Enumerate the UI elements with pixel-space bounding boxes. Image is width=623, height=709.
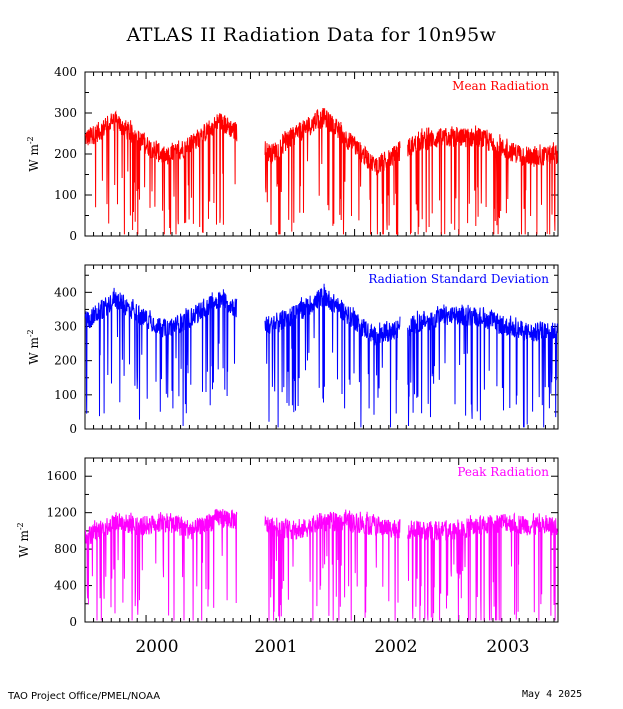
panel-sd: 0 100 200 300 400 Radiation Standard Deviati… (26, 264, 559, 436)
ylabel-mean: W m-2 (26, 136, 41, 171)
legend-sd: Radiation Standard Deviation (368, 272, 549, 286)
panel-mean-xticks (84, 72, 555, 236)
panel-peak-xticks (84, 458, 555, 622)
x-tick-label-2001: 2001 (254, 637, 297, 657)
y-tick-label: 300 (54, 106, 77, 120)
y-tick-label: 0 (69, 229, 77, 243)
series-peak-line (84, 508, 558, 621)
footer-credit: TAO Project Office/PMEL/NOAA (8, 691, 161, 702)
panel-sd-frame (84, 264, 559, 430)
ylabel-sd: W m-2 (26, 329, 41, 364)
x-tick-label-2000: 2000 (135, 637, 178, 657)
y-tick-label: 1200 (46, 506, 77, 520)
series-sd-line (84, 283, 558, 428)
ylabel-sd-exp: -2 (26, 329, 35, 337)
x-tick-label-2002: 2002 (374, 637, 417, 657)
panel-peak: 0 400 800 1200 1600 Peak Radiation W m-2 (16, 457, 559, 629)
series-mean-line (84, 107, 558, 235)
chart-title: ATLAS II Radiation Data for 10n95w (126, 24, 497, 46)
x-tick-label-2003: 2003 (486, 637, 529, 657)
legend-peak: Peak Radiation (457, 465, 549, 479)
y-tick-label: 300 (54, 320, 77, 334)
ylabel-mean-exp: -2 (26, 136, 35, 144)
footer-date: May 4 2025 (522, 689, 583, 700)
y-tick-label: 1600 (46, 469, 77, 483)
ylabel-peak-exp: -2 (16, 522, 25, 530)
y-tick-label: 400 (54, 65, 77, 79)
panel-peak-frame (84, 457, 559, 623)
y-tick-label: 800 (54, 542, 77, 556)
ylabel-sd-unit: W m (27, 337, 41, 365)
y-tick-label: 200 (54, 147, 77, 161)
ylabel-peak: W m-2 (16, 522, 31, 557)
y-tick-label: 100 (54, 388, 77, 402)
panel-mean: 0 100 200 300 400 Mean Radiation W m-2 (26, 65, 559, 243)
panel-sd-xticks (84, 265, 555, 429)
ylabel-mean-unit: W m (27, 144, 41, 172)
y-tick-label: 0 (69, 615, 77, 629)
y-tick-label: 100 (54, 188, 77, 202)
panel-peak-yticks: 0 400 800 1200 1600 (46, 457, 558, 629)
y-tick-label: 0 (69, 422, 77, 436)
y-tick-label: 400 (54, 579, 77, 593)
x-tick-labels: 2000 2001 2002 2003 (135, 637, 529, 657)
y-tick-label: 400 (54, 285, 77, 299)
y-tick-label: 200 (54, 354, 77, 368)
ylabel-peak-unit: W m (17, 530, 31, 558)
legend-mean: Mean Radiation (452, 79, 549, 93)
